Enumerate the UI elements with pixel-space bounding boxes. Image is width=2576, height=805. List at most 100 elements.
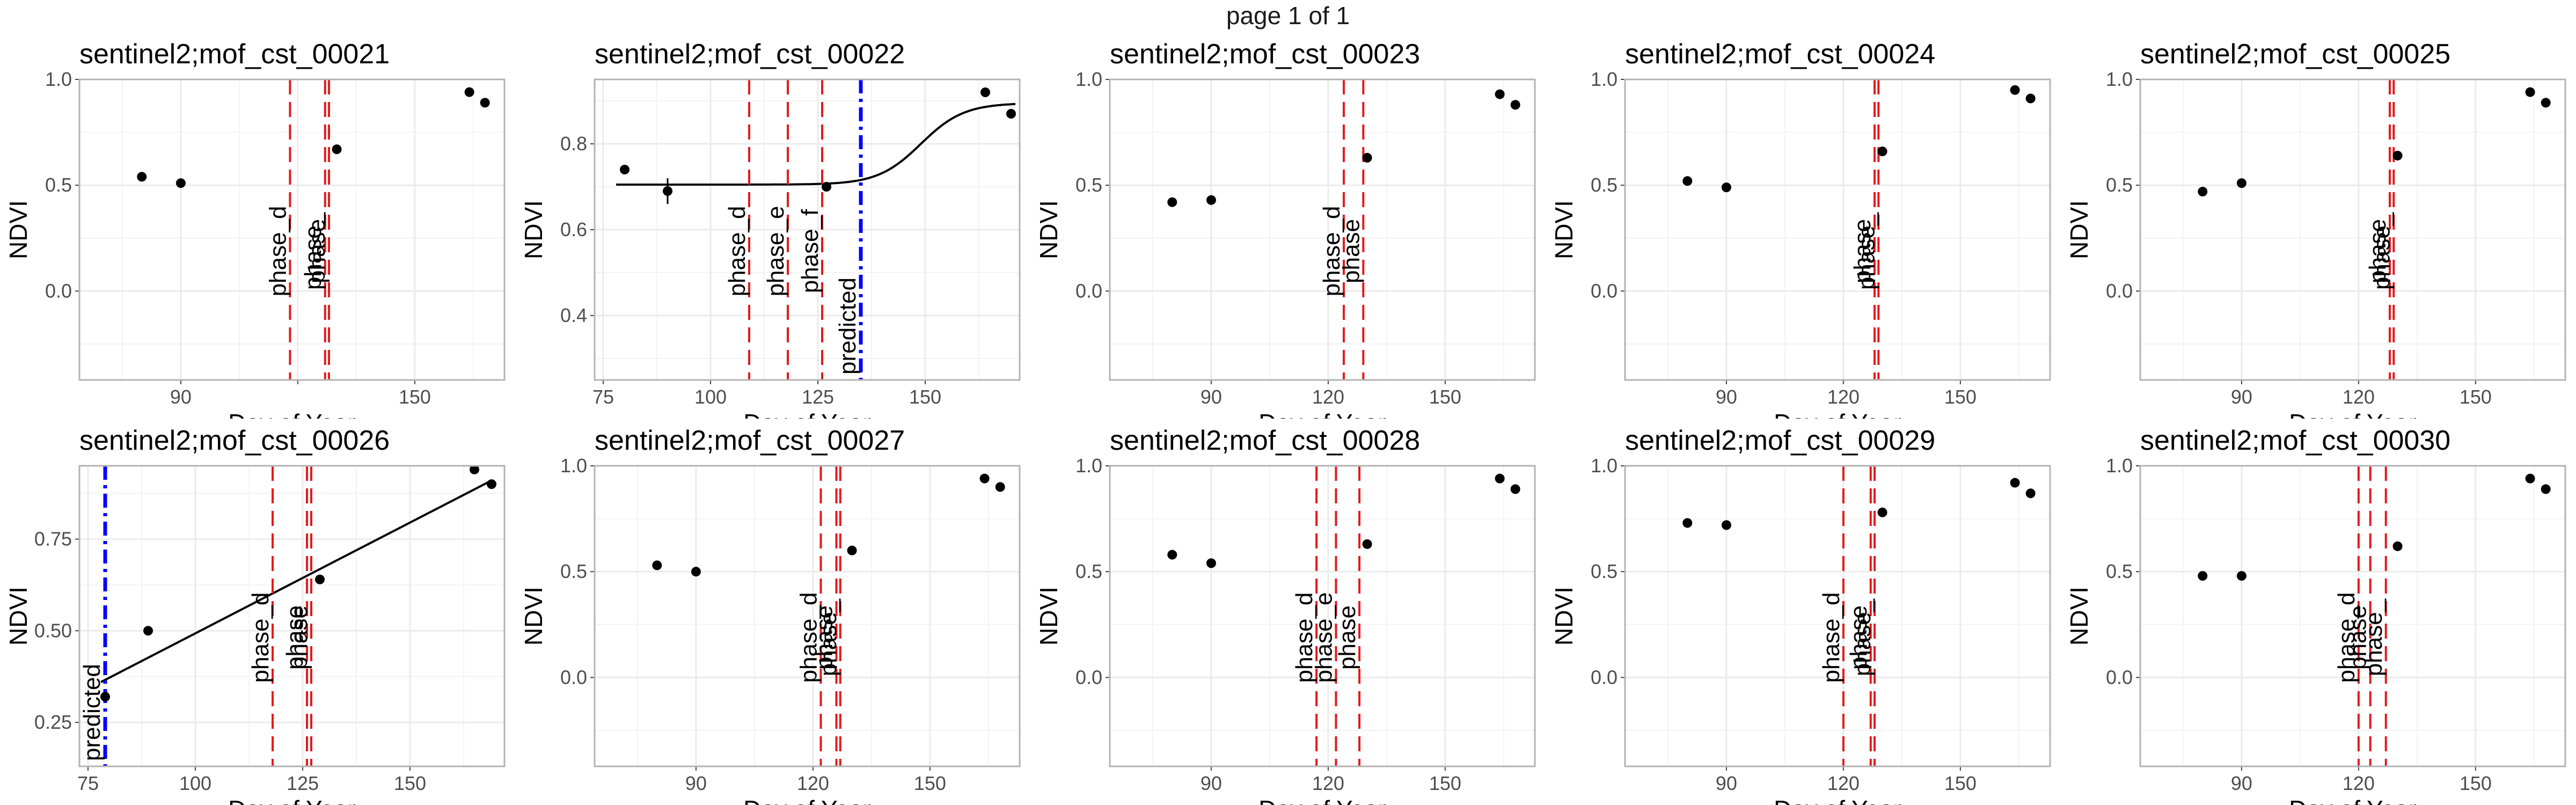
plot-frame: [1109, 465, 1536, 767]
x-axis-label: Day of Year: [1774, 409, 1901, 419]
data-point: [2010, 478, 2020, 488]
chart-svg: sentinel2;mof_cst_00026 75 100 125 150 0.25 0.…: [4, 425, 506, 805]
y-axis-label: NDVI: [2065, 200, 2093, 259]
y-tick-label: 0.5: [1591, 174, 1618, 196]
y-tick-label: 1.0: [1591, 68, 1618, 90]
data-point: [1495, 473, 1505, 484]
chart-title: sentinel2;mof_cst_00026: [79, 425, 390, 456]
x-tick-label: 150: [1429, 772, 1461, 794]
data-point: [315, 574, 325, 584]
data-point: [1721, 520, 1731, 530]
chart-panel: sentinel2;mof_cst_00028 90 120 150 0.0 0.5 1.0…: [1030, 419, 1546, 805]
x-tick-label: 125: [802, 386, 834, 408]
data-point: [2010, 85, 2020, 95]
chart-title: sentinel2;mof_cst_00023: [1110, 39, 1420, 70]
data-point: [2392, 541, 2403, 551]
plot-frame: [2139, 78, 2566, 381]
y-tick-label: 1.0: [1075, 455, 1102, 477]
phase-label: phase_e: [763, 206, 789, 297]
x-axis-label: Day of Year: [2289, 795, 2417, 805]
x-tick-label: 100: [694, 386, 727, 408]
data-point: [620, 165, 630, 174]
data-point: [822, 182, 831, 192]
x-tick-label: 120: [2343, 772, 2375, 794]
data-point: [1682, 518, 1693, 528]
x-tick-label: 90: [1201, 386, 1222, 408]
x-tick-label: 75: [77, 772, 99, 794]
data-point: [652, 560, 662, 570]
data-point: [2236, 571, 2246, 581]
x-axis-label: Day of Year: [1774, 795, 1901, 805]
y-tick-label: 0.0: [1591, 280, 1618, 302]
phase-label: phase_: [1849, 598, 1876, 676]
y-tick-label: 0.50: [34, 619, 72, 641]
y-tick-label: 0.0: [560, 666, 587, 688]
x-axis-label: Day of Year: [1258, 409, 1386, 419]
chart-panel: sentinel2;mof_cst_00022 75 100 125 150 0.4 0.6…: [515, 32, 1030, 419]
phase-label: phase: [2345, 605, 2372, 670]
y-tick-label: 0.8: [560, 133, 587, 155]
data-point: [2525, 473, 2535, 484]
data-point: [2541, 98, 2551, 108]
x-tick-label: 90: [1716, 386, 1737, 408]
chart-svg: sentinel2;mof_cst_00029 90 120 150 0.0 0.5 1.0…: [1550, 425, 2051, 805]
y-tick-label: 0.4: [560, 304, 587, 326]
x-axis-label: Day of Year: [743, 409, 871, 419]
y-axis-label: NDVI: [2065, 587, 2093, 646]
phase-label: phase: [2365, 219, 2391, 283]
plot-area: phase_d phase_e phase_f predicted: [616, 79, 1016, 380]
fit-curve: [616, 103, 1016, 186]
data-point: [2025, 488, 2036, 499]
chart-title: sentinel2;mof_cst_00024: [1625, 39, 1935, 70]
plot-frame: [594, 78, 1021, 381]
y-axis-label: NDVI: [1550, 200, 1578, 259]
x-tick-label: 120: [1827, 772, 1860, 794]
data-point: [1362, 152, 1372, 163]
chart-panel: sentinel2;mof_cst_00025 90 120 150 0.0 0.5 1.0…: [2061, 32, 2576, 419]
data-point: [175, 178, 186, 188]
y-tick-label: 0.5: [45, 174, 72, 196]
data-point: [2198, 187, 2208, 197]
chart-panel: sentinel2;mof_cst_00023 90 120 150 0.0 0.5 1.0…: [1030, 32, 1546, 419]
y-tick-label: 0.75: [34, 528, 72, 550]
phase-label: phase_f: [797, 209, 823, 293]
x-tick-label: 150: [399, 386, 431, 408]
phase-label: phase_e: [1311, 592, 1337, 683]
phase-label: phase: [282, 605, 308, 670]
x-tick-label: 150: [2460, 772, 2492, 794]
x-tick-label: 90: [1201, 772, 1222, 794]
phase-label: phase_: [2361, 598, 2387, 676]
y-axis-label: NDVI: [4, 200, 32, 259]
phase-label: phase_d: [247, 592, 274, 683]
data-point: [137, 172, 147, 182]
x-tick-label: 150: [1429, 386, 1461, 408]
x-tick-label: 150: [1944, 772, 1977, 794]
y-axis-label: NDVI: [1035, 200, 1063, 259]
phase-label: phase_: [2368, 212, 2395, 290]
data-point: [487, 479, 496, 489]
y-axis-label: NDVI: [4, 587, 32, 646]
data-point: [1510, 484, 1520, 494]
chart-svg: sentinel2;mof_cst_00024 90 120 150 0.0 0.5 1.0…: [1550, 39, 2051, 419]
y-tick-label: 0.5: [560, 560, 587, 582]
y-tick-label: 1.0: [560, 455, 587, 477]
y-tick-label: 0.6: [560, 218, 587, 240]
y-axis-label: NDVI: [1550, 587, 1578, 646]
chart-svg: sentinel2;mof_cst_00028 90 120 150 0.0 0.5 1.0…: [1035, 425, 1536, 805]
y-tick-label: 0.5: [1075, 174, 1102, 196]
y-tick-label: 0.5: [2106, 560, 2133, 582]
data-point: [480, 98, 490, 108]
data-point: [663, 186, 672, 196]
x-tick-label: 90: [2231, 772, 2252, 794]
chart-panel: sentinel2;mof_cst_00029 90 120 150 0.0 0.5 1.0…: [1546, 419, 2061, 805]
y-tick-label: 1.0: [1591, 455, 1618, 477]
phase-label: phase_: [1853, 212, 1879, 290]
data-point: [1877, 147, 1887, 157]
x-tick-label: 120: [1312, 772, 1344, 794]
x-axis-label: Day of Year: [228, 795, 356, 805]
predicted-label: predicted: [835, 277, 861, 375]
data-point: [1167, 197, 1177, 207]
x-tick-label: 150: [2460, 386, 2492, 408]
